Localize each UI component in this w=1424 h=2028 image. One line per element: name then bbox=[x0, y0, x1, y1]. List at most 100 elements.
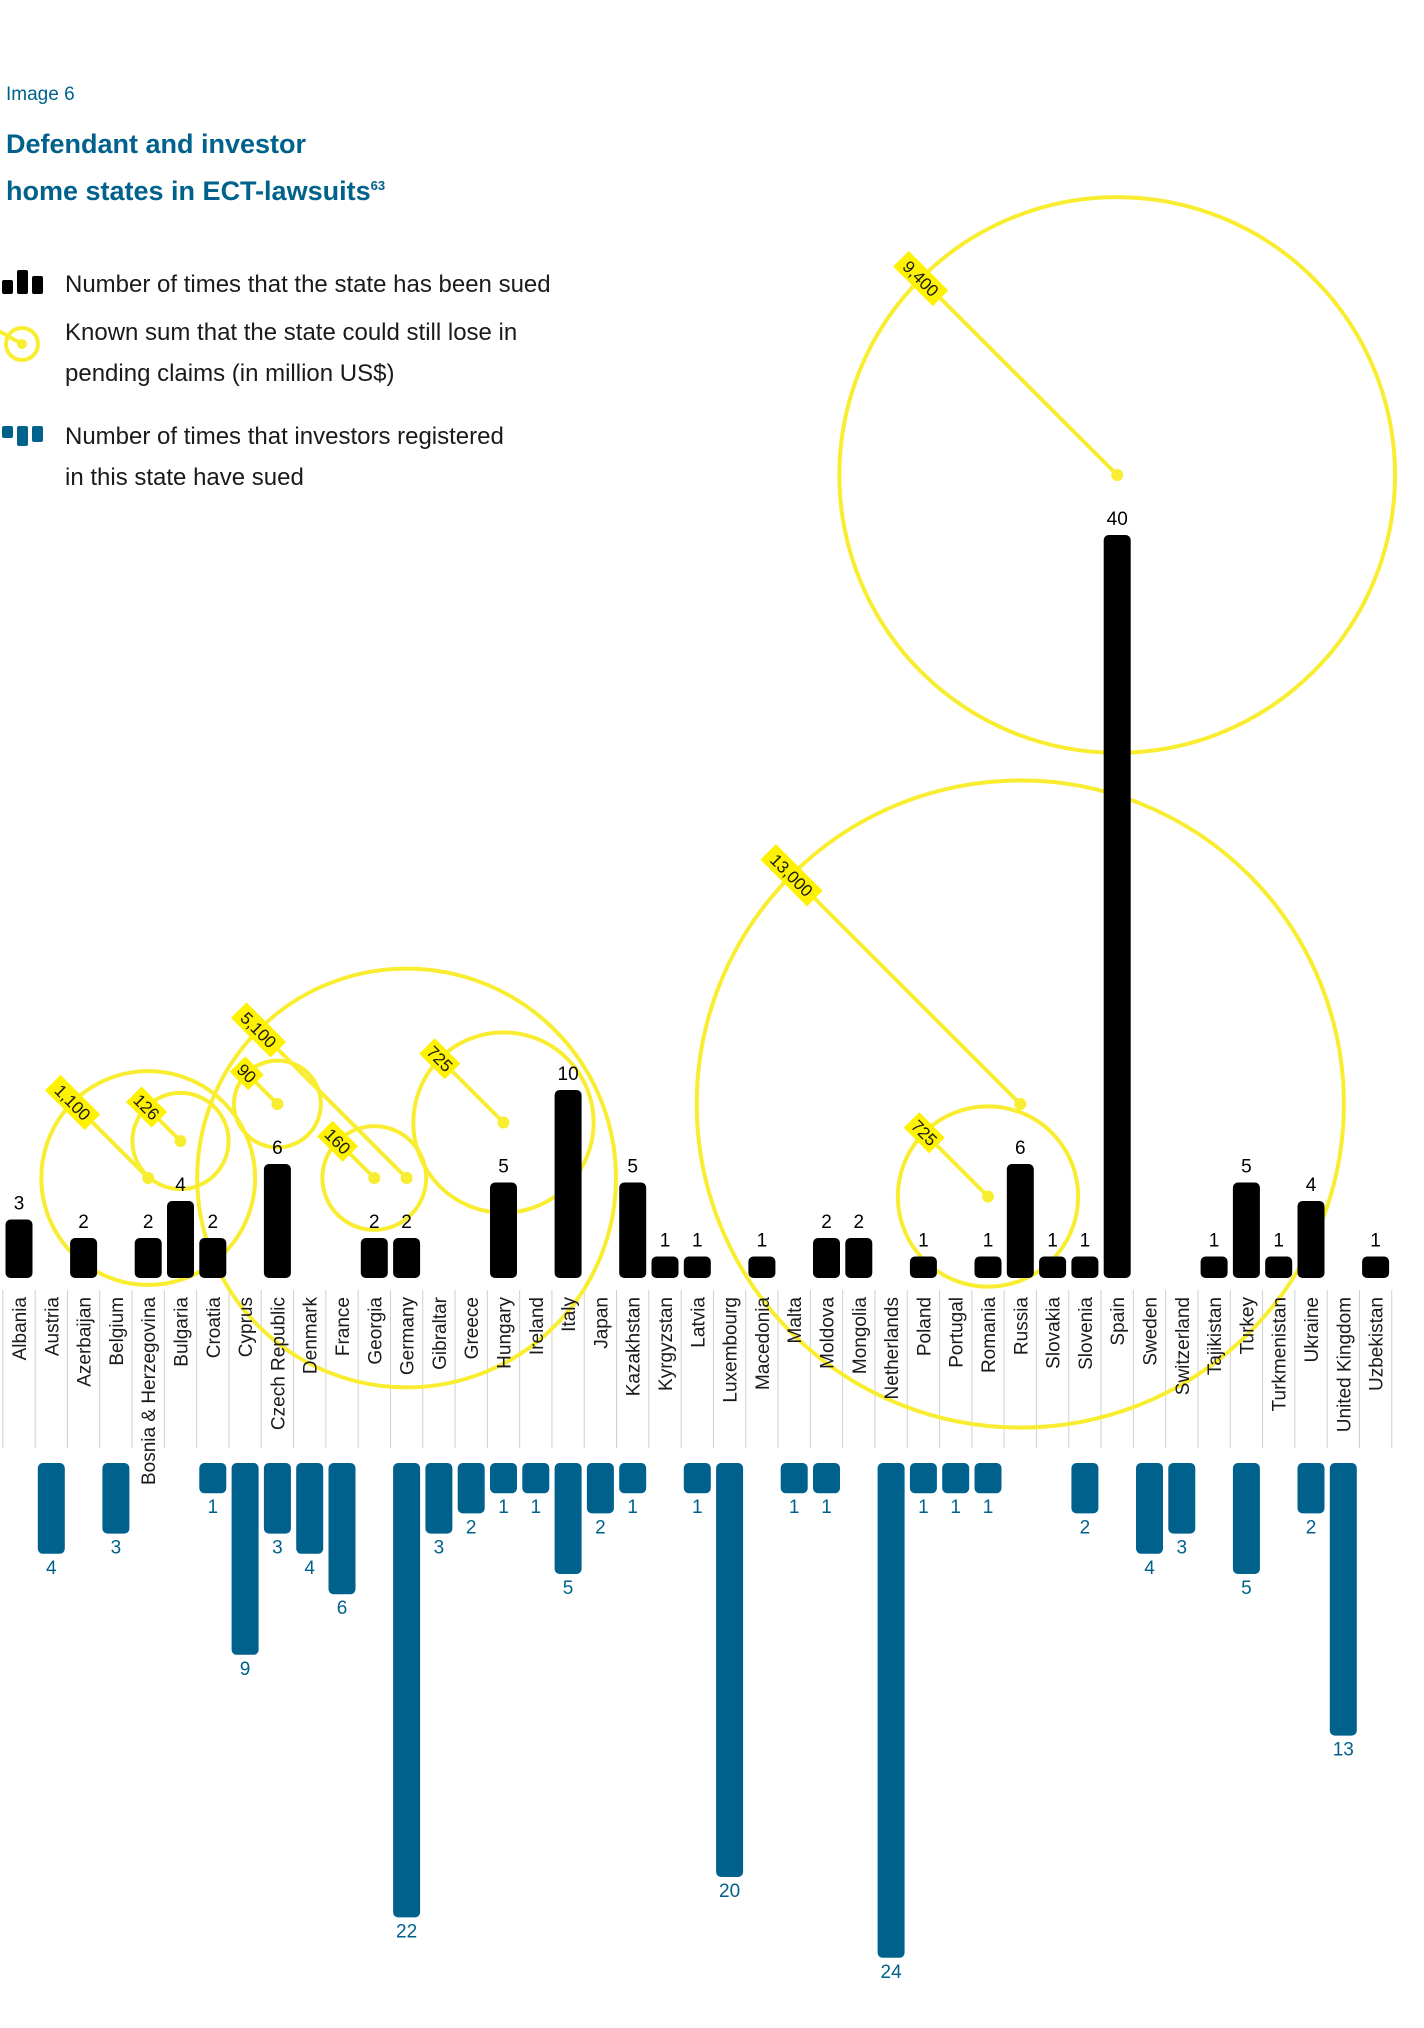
investor-value-label: 1 bbox=[821, 1497, 832, 1518]
country-label: Poland bbox=[914, 1297, 935, 1356]
country-label: France bbox=[333, 1297, 354, 1356]
country-label: Ireland bbox=[527, 1297, 548, 1355]
sued-value-label: 3 bbox=[14, 1194, 25, 1215]
country-label: Luxembourg bbox=[721, 1297, 742, 1403]
investor-bar bbox=[1297, 1463, 1325, 1514]
sued-value-label: 5 bbox=[1241, 1157, 1252, 1178]
country-label: Denmark bbox=[301, 1297, 322, 1375]
investor-bar bbox=[522, 1463, 550, 1494]
investor-value-label: 22 bbox=[396, 1921, 417, 1942]
investor-bar bbox=[393, 1463, 421, 1918]
investor-value-label: 1 bbox=[692, 1497, 703, 1518]
investor-bar bbox=[1329, 1463, 1357, 1736]
sued-bar bbox=[651, 1256, 679, 1278]
sued-value-label: 4 bbox=[175, 1175, 186, 1196]
sued-value-label: 40 bbox=[1107, 509, 1128, 530]
chart-header: Image 6 Defendant and investor home stat… bbox=[6, 84, 606, 212]
sued-bar bbox=[393, 1238, 421, 1278]
investor-bar bbox=[1232, 1463, 1260, 1574]
pending-claim-tag-bg bbox=[45, 1074, 101, 1130]
pending-claim-tag-bg bbox=[903, 1112, 945, 1154]
sued-bar bbox=[1297, 1201, 1325, 1278]
pending-claim-dot bbox=[271, 1098, 284, 1110]
investor-bar bbox=[296, 1463, 324, 1554]
country-label: Malta bbox=[785, 1297, 806, 1344]
investor-value-label: 2 bbox=[595, 1517, 606, 1538]
pending-claim-pointer bbox=[919, 277, 1119, 477]
investor-bar bbox=[102, 1463, 130, 1534]
sued-bar bbox=[1006, 1164, 1034, 1278]
legend-sued-label: Number of times that the state has been … bbox=[65, 271, 551, 298]
country-label: Austria bbox=[42, 1297, 63, 1357]
investor-value-label: 4 bbox=[1144, 1558, 1155, 1579]
country-label: Slovenia bbox=[1076, 1297, 1097, 1370]
country-label: Turkey bbox=[1237, 1297, 1258, 1355]
investor-bar bbox=[683, 1463, 711, 1494]
investor-value-label: 2 bbox=[1080, 1517, 1091, 1538]
pending-claim-tag-bg bbox=[893, 250, 949, 307]
chart-title-line-2: home states in ECT-lawsuits bbox=[6, 176, 371, 206]
sued-bar bbox=[974, 1256, 1002, 1278]
country-label: Macedonia bbox=[753, 1297, 774, 1390]
sued-bar bbox=[554, 1090, 582, 1278]
investor-value-label: 1 bbox=[789, 1497, 800, 1518]
country-label: Moldova bbox=[818, 1297, 839, 1369]
investor-value-label: 5 bbox=[1241, 1578, 1252, 1599]
sued-bar bbox=[1362, 1256, 1390, 1278]
legend-investor-label: Number of times that investors registere… bbox=[65, 416, 625, 498]
sued-bar bbox=[845, 1238, 873, 1278]
sued-value-label: 1 bbox=[692, 1231, 703, 1252]
sued-value-label: 1 bbox=[983, 1231, 994, 1252]
investor-bar bbox=[1071, 1463, 1099, 1514]
investor-bar bbox=[199, 1463, 227, 1494]
investor-bar bbox=[909, 1463, 937, 1494]
country-label: Portugal bbox=[947, 1297, 968, 1368]
investor-bar bbox=[328, 1463, 356, 1595]
legend-investor-line-1: Number of times that investors registere… bbox=[65, 423, 504, 450]
pending-claim-tag-bg bbox=[229, 1056, 264, 1091]
investor-value-label: 6 bbox=[337, 1598, 348, 1619]
investor-value-label: 1 bbox=[950, 1497, 961, 1518]
investor-bar bbox=[586, 1463, 614, 1514]
investor-value-label: 9 bbox=[240, 1659, 251, 1680]
country-label: Italy bbox=[559, 1297, 580, 1332]
sued-value-label: 1 bbox=[1209, 1231, 1220, 1252]
country-labels: Albania Austria Azerbaijan Belgium Bosnia & … bbox=[10, 1296, 1388, 1485]
sued-bar bbox=[748, 1256, 776, 1278]
pending-claim-circle bbox=[195, 966, 618, 1390]
country-label: Tajikistan bbox=[1205, 1297, 1226, 1375]
sued-value-label: 5 bbox=[627, 1157, 638, 1178]
pending-claim-dot bbox=[497, 1116, 510, 1129]
country-label: Japan bbox=[591, 1297, 612, 1349]
sued-bar bbox=[1232, 1182, 1260, 1278]
investor-value-label: 5 bbox=[563, 1578, 574, 1599]
country-label: Belgium bbox=[107, 1297, 128, 1366]
investor-bar bbox=[942, 1463, 970, 1494]
country-label: Georgia bbox=[365, 1297, 386, 1365]
column-separators bbox=[2, 1290, 1393, 1448]
country-label: Bulgaria bbox=[172, 1297, 193, 1367]
sued-bar bbox=[134, 1238, 162, 1278]
investor-value-label: 1 bbox=[983, 1497, 994, 1518]
country-label: Slovakia bbox=[1044, 1297, 1065, 1369]
investor-bar bbox=[974, 1463, 1002, 1494]
country-label: Switzerland bbox=[1173, 1297, 1194, 1395]
sued-bar bbox=[619, 1182, 647, 1278]
sued-value-label: 2 bbox=[821, 1212, 832, 1233]
country-label: Kyrgyzstan bbox=[656, 1297, 677, 1391]
country-label: Bosnia & Herzegovina bbox=[139, 1297, 160, 1485]
sued-bar bbox=[813, 1238, 840, 1278]
country-label: United Kingdom bbox=[1334, 1297, 1355, 1432]
sued-value-label: 2 bbox=[401, 1212, 412, 1233]
country-label: Netherlands bbox=[882, 1297, 903, 1399]
sued-bar bbox=[70, 1238, 98, 1278]
sued-value-label: 1 bbox=[660, 1231, 671, 1252]
country-label: Azerbaijan bbox=[75, 1297, 96, 1387]
pending-claim-circle bbox=[320, 1124, 429, 1232]
investor-value-label: 1 bbox=[627, 1497, 638, 1518]
sued-value-label: 1 bbox=[1047, 1231, 1058, 1252]
investor-value-label: 3 bbox=[434, 1538, 445, 1559]
country-label: Gibraltar bbox=[430, 1296, 451, 1370]
